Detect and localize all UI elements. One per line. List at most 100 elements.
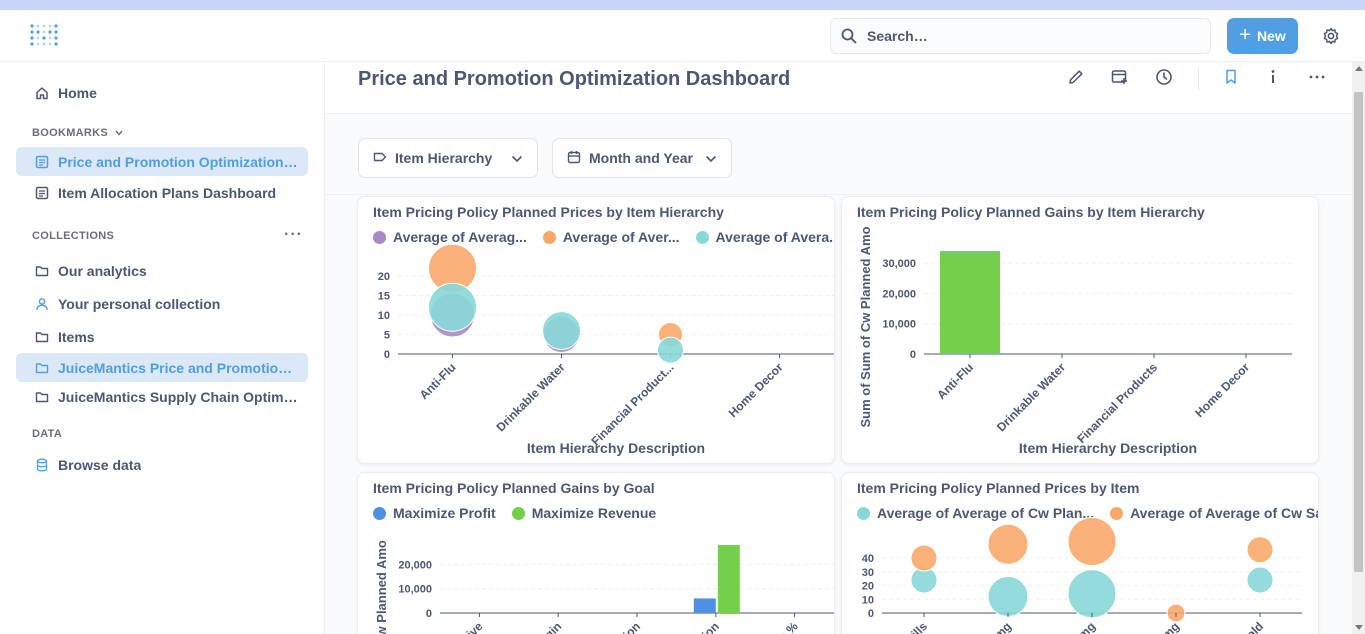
page-scrollbar[interactable] bbox=[1352, 62, 1365, 634]
chart-title[interactable]: Item Pricing Policy Planned Gains by Ite… bbox=[857, 204, 1205, 220]
scrollbar-thumb[interactable] bbox=[1354, 92, 1363, 572]
scroll-down-icon[interactable] bbox=[1355, 625, 1363, 630]
legend-label: Average of Averag... bbox=[393, 229, 527, 245]
scatter-point bbox=[428, 282, 477, 332]
gear-icon[interactable] bbox=[1322, 27, 1340, 50]
search-input[interactable] bbox=[867, 26, 1197, 46]
dashboard-icon bbox=[34, 154, 50, 170]
sidebar-item-label: Item Allocation Plans Dashboard bbox=[58, 184, 277, 201]
sidebar-item-bookmark[interactable]: Price and Promotion Optimization Dashboa… bbox=[16, 147, 308, 176]
bar-chart: 0 10,000 20,000 ...itive ...rgin ...tion ...ti… bbox=[374, 540, 834, 634]
sidebar-item-label: Home bbox=[58, 84, 97, 101]
legend-label: Average of Avera... bbox=[715, 229, 835, 245]
sidebar-item-collection[interactable]: Items bbox=[16, 322, 308, 351]
legend-dot bbox=[857, 506, 870, 520]
page-title: Price and Promotion Optimization Dashboa… bbox=[358, 68, 791, 90]
y-tick-label: 30 bbox=[862, 567, 874, 579]
legend-dot bbox=[511, 506, 525, 520]
y-tick-label: 10 bbox=[862, 594, 874, 606]
x-axis-label: Item Hierarchy Description bbox=[527, 440, 705, 456]
sidebar-item-label: Items bbox=[58, 328, 95, 345]
info-icon[interactable] bbox=[1263, 67, 1283, 87]
x-tick-label: ...5mg bbox=[980, 619, 1014, 634]
sidebar-item-collection[interactable]: Your personal collection bbox=[16, 289, 308, 318]
chart-title[interactable]: Item Pricing Policy Planned Gains by Goa… bbox=[373, 480, 655, 496]
search-bar[interactable] bbox=[830, 18, 1211, 54]
filter-month-and-year[interactable]: Month and Year bbox=[552, 138, 732, 178]
more-options-icon[interactable] bbox=[1307, 67, 1327, 87]
scatter-point bbox=[1246, 536, 1274, 564]
chart-card-prices-by-item[interactable]: Item Pricing Policy Planned Prices by It… bbox=[841, 472, 1319, 634]
chart-legend: Average of Averag... Average of Aver... … bbox=[373, 229, 835, 245]
clock-icon[interactable] bbox=[1154, 67, 1174, 87]
scatter-point bbox=[657, 336, 684, 364]
chart-legend: Maximize Profit Maximize Revenue bbox=[373, 505, 656, 521]
add-to-dashboard-icon[interactable] bbox=[1110, 67, 1130, 87]
x-tick-label: Drinkable Water bbox=[994, 360, 1068, 434]
legend-dot bbox=[373, 506, 386, 520]
sidebar-item-home[interactable]: Home bbox=[16, 78, 308, 107]
scroll-up-icon[interactable] bbox=[1355, 66, 1363, 71]
legend-item[interactable]: Average of Averag... bbox=[373, 229, 527, 245]
legend-item[interactable]: Average of Average of Cw Sa... bbox=[1110, 505, 1319, 521]
y-axis-label: Cw Planned Amo bbox=[374, 540, 389, 634]
sidebar-item-bookmark[interactable]: Item Allocation Plans Dashboard bbox=[16, 178, 308, 207]
legend-item[interactable]: Average of Average of Cw Plan... bbox=[857, 505, 1094, 521]
sidebar-item-label: Price and Promotion Optimization Dashboa… bbox=[58, 153, 298, 170]
folder-icon bbox=[34, 360, 50, 376]
search-icon bbox=[841, 28, 857, 49]
sidebar-item-collection[interactable]: JuiceMantics Price and Promotion Optimiz… bbox=[16, 353, 308, 382]
tag-icon bbox=[373, 150, 387, 166]
bookmarks-header[interactable]: BOOKMARKS bbox=[32, 127, 123, 139]
calendar-icon bbox=[567, 150, 581, 167]
chart-card-gains-by-hierarchy[interactable]: Item Pricing Policy Planned Gains by Ite… bbox=[841, 196, 1319, 464]
home-icon bbox=[34, 85, 50, 101]
legend-label: Average of Average of Cw Plan... bbox=[877, 505, 1095, 521]
plus-icon: + bbox=[1239, 24, 1251, 46]
person-icon bbox=[34, 296, 50, 312]
legend-item[interactable]: Average of Avera... bbox=[695, 229, 835, 245]
x-tick-label: ...tion bbox=[611, 619, 644, 634]
legend-label: Maximize Revenue bbox=[531, 505, 657, 521]
sidebar-item-collection[interactable]: JuiceMantics Supply Chain Optimization bbox=[16, 382, 308, 411]
legend-dot bbox=[1110, 506, 1124, 520]
chart-title[interactable]: Item Pricing Policy Planned Prices by It… bbox=[857, 480, 1140, 496]
x-tick-label: Drinkable Water bbox=[493, 360, 567, 434]
chart-card-gains-by-goal[interactable]: Item Pricing Policy Planned Gains by Goa… bbox=[357, 472, 835, 634]
chart-card-prices-by-hierarchy[interactable]: Item Pricing Policy Planned Prices by It… bbox=[357, 196, 835, 464]
y-tick-label: 20,000 bbox=[398, 559, 432, 571]
y-tick-label: 0 bbox=[426, 608, 432, 620]
legend-item[interactable]: Maximize Revenue bbox=[511, 505, 657, 521]
x-tick-label: Financial Products bbox=[1074, 360, 1160, 446]
chart-title[interactable]: Item Pricing Policy Planned Prices by It… bbox=[373, 204, 724, 220]
y-tick-label: 0 bbox=[910, 349, 916, 361]
filter-item-hierarchy[interactable]: Item Hierarchy bbox=[358, 138, 538, 178]
legend-label: Average of Average of Cw Sa... bbox=[1130, 505, 1319, 521]
scatter-point bbox=[987, 523, 1029, 565]
y-tick-label: 30,000 bbox=[882, 258, 916, 270]
sidebar-item-collection[interactable]: Our analytics bbox=[16, 256, 308, 285]
legend-label: Average of Aver... bbox=[562, 229, 680, 245]
browser-top-strip bbox=[0, 0, 1365, 10]
legend-label: Maximize Profit bbox=[393, 505, 496, 521]
new-button-label: New bbox=[1256, 28, 1286, 44]
y-tick-label: 20 bbox=[862, 581, 874, 593]
dashboard-main: Price and Promotion Optimization Dashboa… bbox=[325, 62, 1352, 634]
sidebar-item-browse-data[interactable]: Browse data bbox=[16, 450, 308, 479]
more-options-icon[interactable]: ··· bbox=[284, 226, 303, 243]
legend-item[interactable]: Average of Aver... bbox=[542, 229, 680, 245]
bar bbox=[693, 598, 716, 613]
x-tick-label: Financial Product... bbox=[588, 360, 676, 448]
scatter-point bbox=[1067, 517, 1117, 566]
scatter-point bbox=[1246, 566, 1274, 594]
bar bbox=[940, 251, 1000, 354]
pencil-icon[interactable] bbox=[1066, 67, 1086, 87]
new-button[interactable]: + New bbox=[1227, 18, 1298, 54]
y-tick-label: 10 bbox=[378, 310, 390, 322]
folder-icon bbox=[34, 263, 50, 279]
x-tick-label: Home Decor bbox=[1192, 360, 1252, 420]
bookmark-icon[interactable] bbox=[1221, 67, 1241, 87]
app-logo-icon[interactable] bbox=[28, 22, 60, 50]
legend-item[interactable]: Maximize Profit bbox=[373, 505, 496, 521]
dashboard-icon bbox=[34, 185, 50, 201]
